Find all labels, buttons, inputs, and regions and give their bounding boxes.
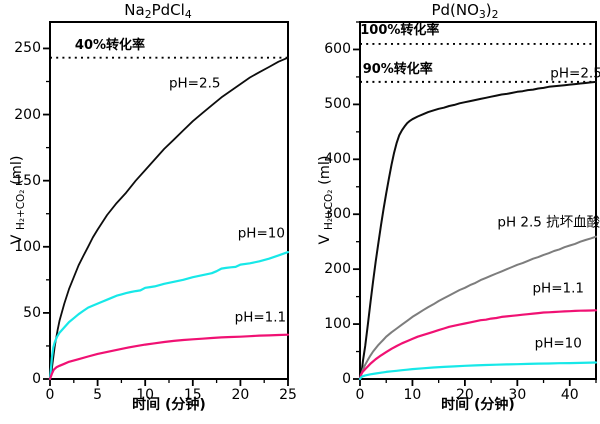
y-tick-label: 50 bbox=[23, 304, 41, 321]
series-label: pH=10 bbox=[237, 225, 285, 242]
x-tick-label: 10 bbox=[403, 387, 422, 403]
x-tick-label: 30 bbox=[508, 387, 527, 403]
left-chart-title: Na2PdCl4 bbox=[124, 1, 192, 22]
conversion-threshold-label: 90%转化率 bbox=[362, 62, 433, 78]
left-y-axis-label: V H₂+CO₂ (ml) bbox=[9, 155, 27, 245]
x-tick-label: 15 bbox=[183, 387, 202, 403]
series-label: pH=2.5 bbox=[550, 65, 600, 82]
x-tick-label: 25 bbox=[279, 387, 297, 403]
y-tick-label: 400 bbox=[324, 151, 351, 168]
series-label: pH=1.1 bbox=[234, 309, 287, 326]
y-tick-label: 250 bbox=[14, 40, 41, 57]
left-x-axis-label: 时间 (分钟) bbox=[132, 397, 206, 413]
y-tick-label: 200 bbox=[14, 106, 41, 123]
right-y-axis-label: V H₂+CO₂ (ml) bbox=[317, 155, 335, 245]
right-chart-title: Pd(NO3)2 bbox=[431, 1, 499, 22]
y-tick-label: 300 bbox=[324, 206, 351, 223]
conversion-threshold-label: 40%转化率 bbox=[74, 37, 146, 53]
y-tick-label: 0 bbox=[32, 371, 41, 387]
right-x-axis-label: 时间 (分钟) bbox=[441, 397, 515, 413]
x-tick-label: 40 bbox=[560, 387, 579, 403]
x-tick-label: 5 bbox=[93, 387, 103, 403]
y-tick-label: 500 bbox=[324, 96, 351, 113]
x-tick-label: 10 bbox=[136, 387, 155, 403]
series-label: pH 2.5 抗坏血酸 bbox=[497, 214, 600, 231]
x-tick-label: 0 bbox=[355, 387, 365, 403]
y-tick-label: 100 bbox=[14, 238, 41, 255]
series-label: pH=1.1 bbox=[532, 280, 584, 297]
y-tick-label: 0 bbox=[342, 371, 351, 387]
x-tick-label: 0 bbox=[45, 387, 55, 403]
series-label: pH=10 bbox=[534, 335, 582, 352]
conversion-threshold-label: 100%转化率 bbox=[360, 23, 440, 39]
series-label: pH=2.5 bbox=[168, 75, 221, 92]
x-tick-label: 20 bbox=[455, 387, 474, 403]
x-tick-label: 20 bbox=[231, 387, 250, 403]
y-tick-label: 600 bbox=[324, 41, 351, 58]
y-tick-label: 200 bbox=[324, 261, 351, 278]
y-tick-label: 150 bbox=[14, 172, 41, 189]
y-tick-label: 100 bbox=[324, 316, 351, 333]
